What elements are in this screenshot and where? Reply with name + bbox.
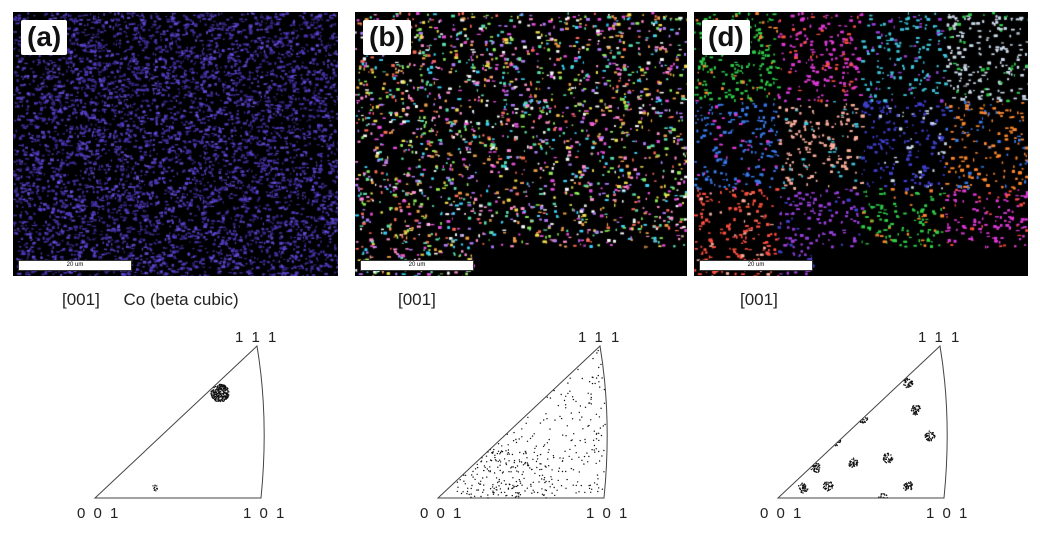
inverse-pole-figure-d: 1 1 1 0 0 1 1 0 1 bbox=[758, 318, 968, 533]
corner-111-b: 1 1 1 bbox=[578, 329, 621, 346]
ipf-material: Co (beta cubic) bbox=[123, 290, 239, 309]
corner-001-b: 0 0 1 bbox=[420, 505, 463, 522]
ipf-header-a: [001] Co (beta cubic) bbox=[62, 290, 239, 310]
corner-101-d: 1 0 1 bbox=[926, 505, 968, 522]
ipf-direction-b: [001] bbox=[398, 290, 436, 309]
corner-001-a: 0 0 1 bbox=[77, 505, 120, 522]
corner-101-a: 1 0 1 bbox=[243, 505, 285, 522]
ebsd-map-a: (a) 20 um bbox=[13, 12, 338, 276]
panel-label-a: (a) bbox=[21, 20, 68, 55]
scale-bar-b: 20 um bbox=[360, 260, 474, 271]
inverse-pole-figure-b: 1 1 1 0 0 1 1 0 1 bbox=[418, 318, 628, 533]
orientation-map-a bbox=[13, 12, 338, 276]
ebsd-map-b: (b) 20 um bbox=[355, 12, 687, 276]
orientation-map-d bbox=[694, 12, 1028, 276]
panel-label-d: (d) bbox=[702, 20, 750, 55]
panel-label-b: (b) bbox=[363, 20, 411, 55]
ipf-header-b: [001] bbox=[398, 290, 436, 310]
corner-101-b: 1 0 1 bbox=[586, 505, 628, 522]
inverse-pole-figure-a: 1 1 1 0 0 1 1 0 1 bbox=[75, 318, 285, 533]
scale-bar-d: 20 um bbox=[699, 260, 813, 271]
corner-111-d: 1 1 1 bbox=[918, 329, 961, 346]
ipf-direction-a: [001] bbox=[62, 290, 100, 309]
scale-bar-a: 20 um bbox=[18, 260, 132, 271]
ebsd-map-d: (d) 20 um bbox=[694, 12, 1028, 276]
corner-001-d: 0 0 1 bbox=[760, 505, 803, 522]
ipf-direction-d: [001] bbox=[740, 290, 778, 309]
ipf-header-d: [001] bbox=[740, 290, 778, 310]
orientation-map-b bbox=[355, 12, 687, 276]
corner-111-a: 1 1 1 bbox=[235, 329, 278, 346]
